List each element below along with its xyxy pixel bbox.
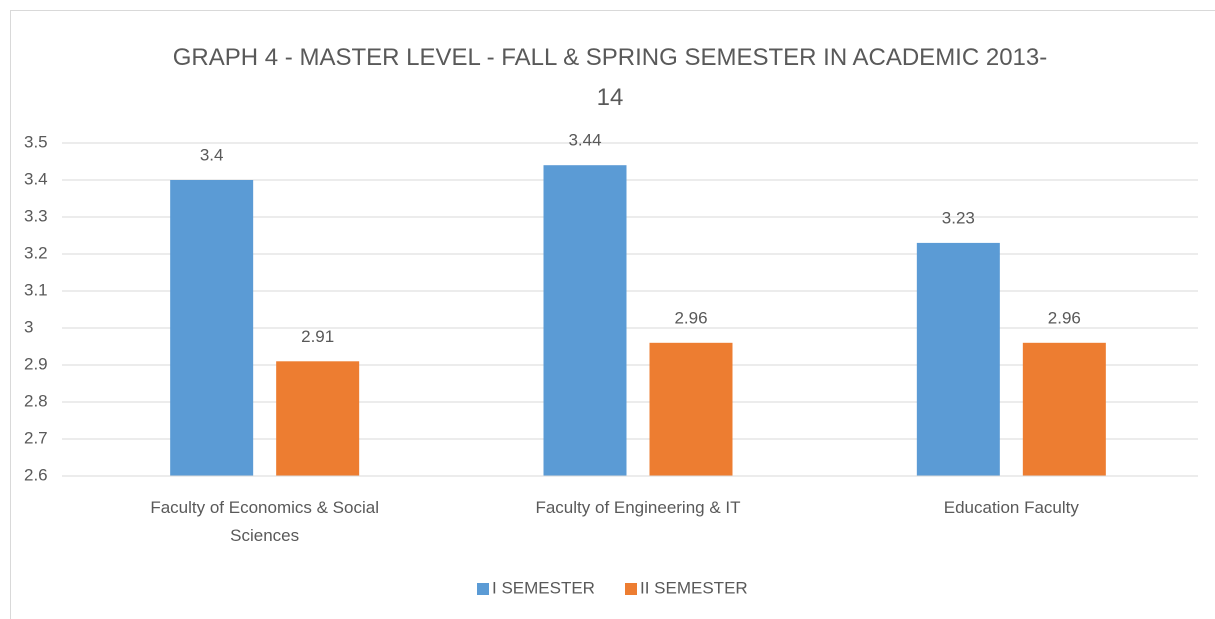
- y-tick-label: 3.1: [24, 280, 48, 299]
- legend-swatch: [477, 583, 489, 595]
- bar: [916, 242, 1000, 476]
- data-label: 2.96: [1048, 308, 1081, 327]
- y-tick-label: 3.2: [24, 243, 48, 262]
- bar: [276, 361, 360, 476]
- legend-swatch: [625, 583, 637, 595]
- x-tick-label: Education Faculty: [943, 498, 1079, 517]
- bar: [170, 180, 254, 476]
- y-tick-label: 2.9: [24, 354, 48, 373]
- data-label: 2.91: [301, 327, 334, 346]
- x-tick-label: Faculty of Engineering & IT: [535, 498, 741, 517]
- y-tick-label: 3.5: [24, 132, 48, 151]
- data-label: 3.23: [942, 208, 975, 227]
- y-tick-label: 2.7: [24, 428, 48, 447]
- x-tick-label: Faculty of Economics & Social Sciences: [150, 498, 379, 545]
- y-tick-label: 3: [24, 317, 33, 336]
- chart-title: GRAPH 4 - MASTER LEVEL - FALL & SPRING S…: [172, 44, 1048, 111]
- legend-label: I SEMESTER: [492, 578, 595, 597]
- y-tick-label: 2.6: [24, 465, 48, 484]
- y-tick-label: 2.8: [24, 391, 48, 410]
- y-tick-label: 3.4: [24, 169, 48, 188]
- bar: [649, 342, 733, 476]
- legend-label: II SEMESTER: [640, 578, 748, 597]
- data-label: 2.96: [674, 308, 707, 327]
- chart-border: [10, 10, 1215, 619]
- bar: [1022, 342, 1106, 476]
- y-tick-label: 3.3: [24, 206, 48, 225]
- data-label: 3.4: [200, 145, 224, 164]
- data-label: 3.44: [568, 131, 601, 150]
- bar: [543, 165, 627, 476]
